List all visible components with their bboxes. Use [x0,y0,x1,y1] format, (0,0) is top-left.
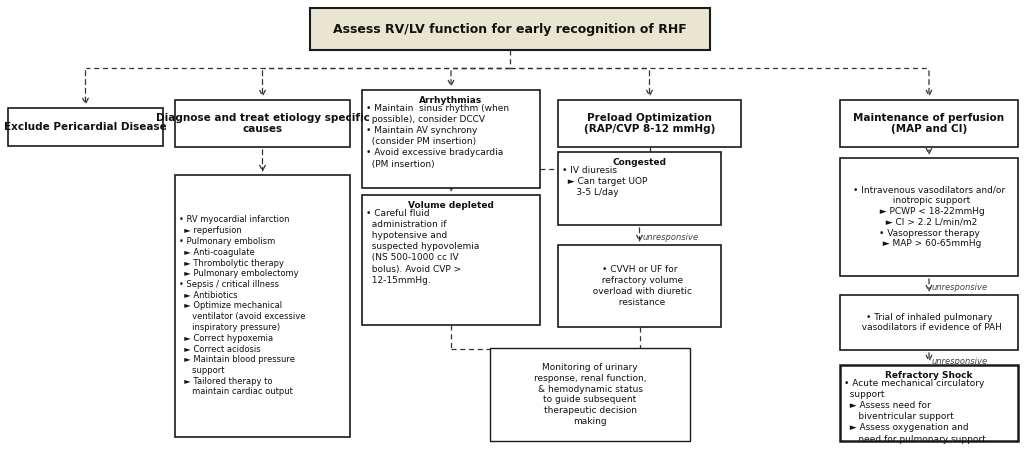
Bar [175,175,350,437]
Text: Exclude Pericardial Disease: Exclude Pericardial Disease [4,122,167,132]
Text: Volume depleted: Volume depleted [408,201,494,210]
Bar [362,90,540,188]
Text: unresponsive: unresponsive [932,283,988,292]
Bar [490,348,690,441]
Bar [558,100,741,147]
Bar [840,295,1018,350]
Text: Arrhythmias: Arrhythmias [420,96,482,105]
Text: unresponsive: unresponsive [932,357,988,366]
Bar [558,152,721,225]
Text: • Acute mechanical circulatory
  support
  ► Assess need for
     biventricular : • Acute mechanical circulatory support ►… [844,379,986,444]
Text: Assess RV/LV function for early recognition of RHF: Assess RV/LV function for early recognit… [333,22,687,35]
Text: • IV diuresis
  ► Can target UOP
     3-5 L/day: • IV diuresis ► Can target UOP 3-5 L/day [562,166,647,197]
Text: • Careful fluid
  administration if
  hypotensive and
  suspected hypovolemia
  : • Careful fluid administration if hypote… [366,209,479,285]
Text: Refractory Shock: Refractory Shock [886,371,973,380]
Text: unresponsive: unresponsive [642,233,698,242]
Bar [175,100,350,147]
Text: Congested: Congested [612,158,667,167]
Text: • Intravenous vasodilators and/or
  inotropic support
  ► PCWP < 18-22mmHg
  ► C: • Intravenous vasodilators and/or inotro… [853,185,1006,248]
Text: Maintenance of perfusion
(MAP and CI): Maintenance of perfusion (MAP and CI) [853,113,1005,134]
Bar [840,365,1018,441]
Text: • CVVH or UF for
  refractory volume
  overload with diuretic
  resistance: • CVVH or UF for refractory volume overl… [587,265,692,307]
Text: • Maintain  sinus rhythm (when
  possible), consider DCCV
• Maintain AV synchron: • Maintain sinus rhythm (when possible),… [366,104,509,168]
Bar [310,8,710,50]
Bar [840,158,1018,276]
Text: Diagnose and treat etiology specific
causes: Diagnose and treat etiology specific cau… [156,113,370,134]
Bar [558,245,721,327]
Text: • RV myocardial infarction
  ► reperfusion
• Pulmonary embolism
  ► Anti-coagula: • RV myocardial infarction ► reperfusion… [179,216,305,396]
Text: Preload Optimization
(RAP/CVP 8-12 mmHg): Preload Optimization (RAP/CVP 8-12 mmHg) [584,113,715,134]
Text: • Trial of inhaled pulmonary
  vasodilators if evidence of PAH: • Trial of inhaled pulmonary vasodilator… [856,313,1001,332]
Bar [840,100,1018,147]
Text: Monitoring of urinary
response, renal function,
& hemodynamic status
to guide su: Monitoring of urinary response, renal fu… [534,363,646,426]
Bar [8,108,163,146]
Bar [362,195,540,325]
